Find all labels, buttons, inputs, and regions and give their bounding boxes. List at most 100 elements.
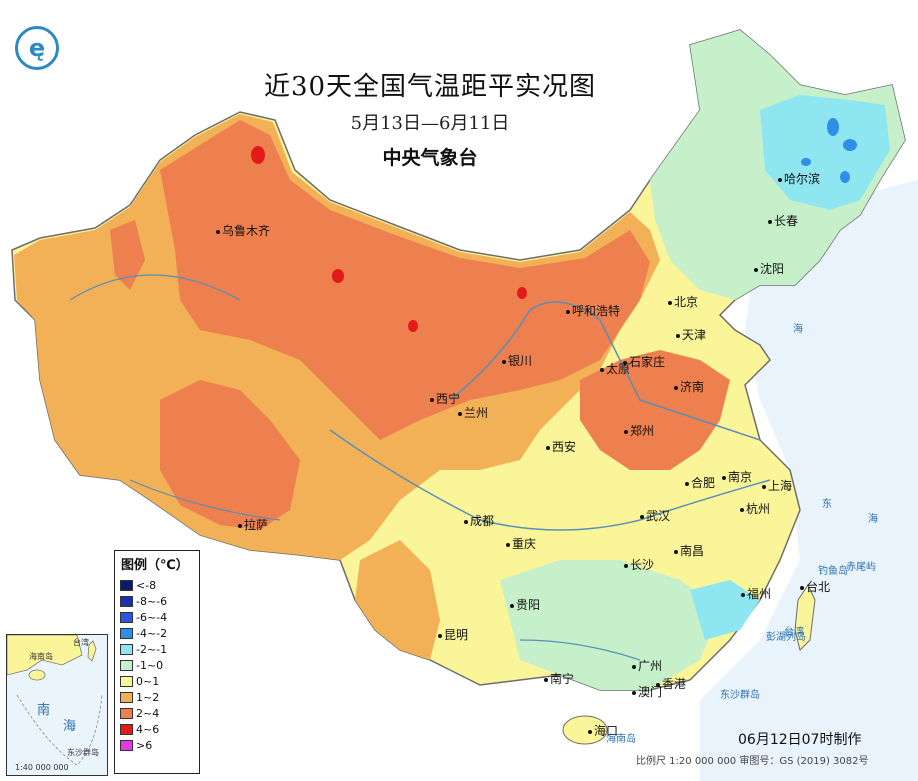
legend: 图例（℃） <-8 -8~-6 -6~-4 -4~-2 -2~-1 -1~0 0… bbox=[114, 550, 200, 774]
city-label: 合肥 bbox=[685, 474, 715, 491]
legend-swatch bbox=[120, 723, 133, 735]
inset-label: 东沙群岛 bbox=[67, 748, 99, 757]
region-2to4-central-east bbox=[580, 350, 730, 470]
legend-item: 1~2 bbox=[120, 689, 199, 705]
legend-item: >6 bbox=[120, 737, 199, 753]
inset-label: 南 bbox=[37, 703, 51, 718]
hotspot bbox=[517, 287, 527, 299]
coldspot bbox=[840, 171, 850, 183]
legend-item: -6~-4 bbox=[120, 609, 199, 625]
legend-swatch bbox=[120, 595, 133, 607]
city-label: 长春 bbox=[768, 212, 798, 229]
sea-label: 东 bbox=[822, 499, 832, 510]
city-label: 呼和浩特 bbox=[566, 302, 620, 319]
yellow-river bbox=[449, 301, 761, 441]
city-label: 乌鲁木齐 bbox=[216, 222, 270, 239]
legend-swatch bbox=[120, 691, 133, 703]
coldspot bbox=[801, 158, 811, 166]
city-label: 北京 bbox=[668, 293, 698, 310]
city-label: 海口 bbox=[588, 722, 618, 739]
city-label: 广州 bbox=[632, 657, 662, 674]
city-label: 哈尔滨 bbox=[778, 170, 820, 187]
map-title: 近30天全国气温距平实况图 bbox=[263, 72, 597, 102]
legend-item: <-8 bbox=[120, 577, 199, 593]
inset-label: 海南岛 bbox=[29, 652, 53, 661]
city-label: 台北 bbox=[800, 578, 830, 595]
city-label: 拉萨 bbox=[238, 516, 268, 533]
legend-swatch bbox=[120, 739, 133, 751]
city-label: 贵阳 bbox=[510, 596, 540, 613]
place-label: 东沙群岛 bbox=[720, 690, 760, 701]
coldspot bbox=[843, 139, 857, 151]
title-block: 近30天全国气温距平实况图 5月13日—6月11日 中央气象台 bbox=[250, 66, 610, 170]
city-label: 西宁 bbox=[430, 390, 460, 407]
legend-swatch bbox=[120, 707, 133, 719]
made-time: 06月12日07时制作 bbox=[738, 732, 862, 748]
city-label: 武汉 bbox=[640, 507, 670, 524]
inset-label: 台湾 bbox=[73, 638, 89, 647]
city-label: 济南 bbox=[674, 378, 704, 395]
legend-item: 2~4 bbox=[120, 705, 199, 721]
city-label: 南宁 bbox=[544, 670, 574, 687]
region-2to4-xinjiang-west bbox=[110, 220, 145, 290]
city-label: 南昌 bbox=[674, 542, 704, 559]
yangtze-river bbox=[329, 429, 771, 531]
city-label: 西安 bbox=[546, 438, 576, 455]
legend-item: -1~0 bbox=[120, 657, 199, 673]
hainan-island bbox=[562, 715, 608, 745]
hotspot bbox=[408, 320, 418, 332]
city-label: 银川 bbox=[502, 352, 532, 369]
region-2to4-tibet bbox=[160, 380, 300, 530]
sea-label: 海 bbox=[868, 514, 878, 525]
river bbox=[129, 479, 281, 521]
place-label: 海南岛 bbox=[606, 734, 636, 745]
place-label: 钓鱼岛 bbox=[818, 566, 848, 577]
inset-label: 海 bbox=[63, 719, 77, 734]
inset-scale: 1:40 000 000 bbox=[15, 763, 69, 772]
coldspot bbox=[827, 118, 839, 136]
city-label: 上海 bbox=[762, 477, 792, 494]
legend-item: -4~-2 bbox=[120, 625, 199, 641]
legend-item: -2~-1 bbox=[120, 641, 199, 657]
region-minus1to0-south bbox=[500, 560, 720, 690]
city-label: 南京 bbox=[722, 468, 752, 485]
inset-boundary bbox=[16, 694, 103, 766]
legend-swatch bbox=[120, 579, 133, 591]
pearl-river bbox=[519, 639, 641, 661]
city-label: 香港 bbox=[656, 675, 686, 692]
inset-hainan bbox=[28, 669, 46, 681]
region-minus2to-1-heilongjiang bbox=[760, 95, 890, 210]
place-label: 台湾 bbox=[784, 627, 804, 638]
legend-item: 4~6 bbox=[120, 721, 199, 737]
legend-item: 0~1 bbox=[120, 673, 199, 689]
city-label: 兰州 bbox=[458, 404, 488, 421]
sea-label: 海 bbox=[793, 324, 803, 335]
legend-item: -8~-6 bbox=[120, 593, 199, 609]
east-sea-area bbox=[700, 180, 918, 781]
city-label: 福州 bbox=[741, 585, 771, 602]
legend-swatch bbox=[120, 659, 133, 671]
legend-swatch bbox=[120, 675, 133, 687]
city-label: 郑州 bbox=[624, 422, 654, 439]
city-label: 太原 bbox=[600, 360, 630, 377]
hotspot bbox=[251, 146, 265, 164]
map-issuer: 中央气象台 bbox=[382, 147, 478, 169]
city-label: 沈阳 bbox=[754, 260, 784, 277]
legend-swatch bbox=[120, 611, 133, 623]
city-label: 重庆 bbox=[506, 535, 536, 552]
south-china-sea-inset: 海南岛 台湾 南 海 东沙群岛 1:40 000 000 bbox=[6, 634, 108, 776]
city-label: 石家庄 bbox=[623, 353, 665, 370]
place-label: 赤尾屿 bbox=[846, 562, 876, 573]
legend-swatch bbox=[120, 627, 133, 639]
inset-taiwan bbox=[87, 640, 97, 662]
city-label: 杭州 bbox=[740, 500, 770, 517]
city-label: 天津 bbox=[676, 326, 706, 343]
city-label: 昆明 bbox=[438, 626, 468, 643]
legend-swatch bbox=[120, 643, 133, 655]
region-1to2-yunnan bbox=[355, 540, 440, 660]
place-label: 彭湖列岛 bbox=[766, 632, 806, 643]
river bbox=[69, 274, 241, 301]
hotspot bbox=[332, 269, 344, 283]
region-2to4-north bbox=[160, 120, 650, 440]
taiwan-island bbox=[794, 583, 816, 651]
